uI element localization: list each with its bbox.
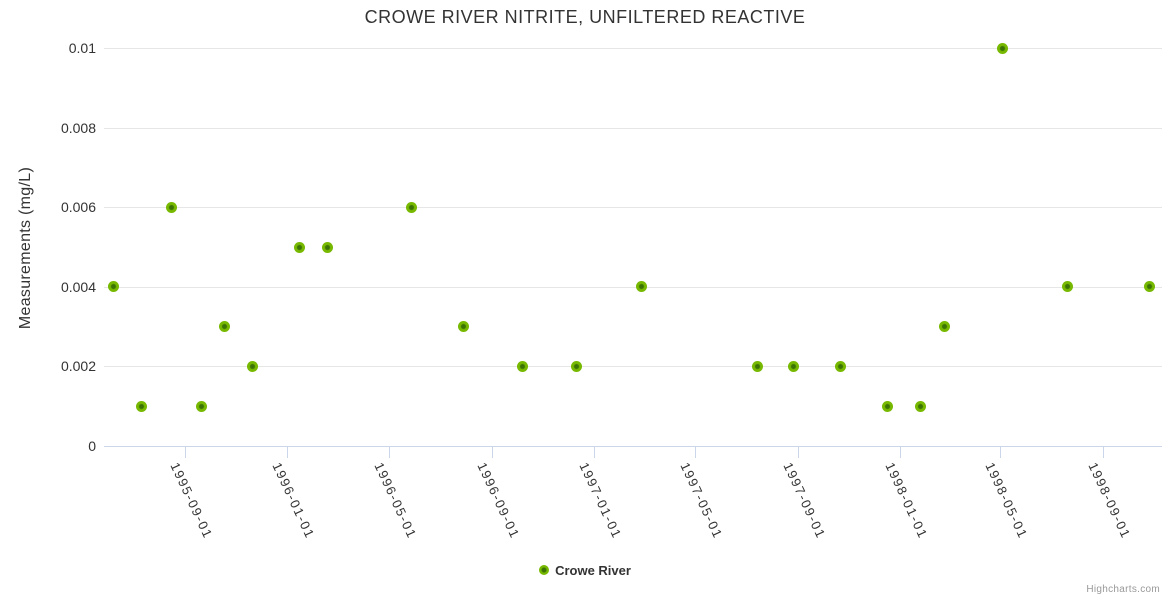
x-axis-tick-label: 1997-09-01: [780, 460, 829, 542]
chart-title: CROWE RIVER NITRITE, UNFILTERED REACTIVE: [364, 7, 806, 27]
x-axis-tick: [594, 447, 595, 458]
x-axis-tick-label: 1996-09-01: [474, 460, 523, 542]
data-point[interactable]: [322, 242, 333, 253]
data-point[interactable]: [752, 361, 763, 372]
x-axis-tick-label: 1998-09-01: [1085, 460, 1134, 542]
x-axis-tick-label: 1996-01-01: [269, 460, 318, 542]
y-gridline: [104, 207, 1162, 208]
data-point[interactable]: [517, 361, 528, 372]
y-gridline: [104, 366, 1162, 367]
data-point[interactable]: [636, 281, 647, 292]
data-point[interactable]: [1144, 281, 1155, 292]
x-axis-tick-label: 1995-09-01: [167, 460, 216, 542]
x-axis-tick-label: 1997-05-01: [677, 460, 726, 542]
y-axis-tick-label: 0.004: [60, 279, 96, 295]
y-gridline: [104, 287, 1162, 288]
y-axis-tick-label: 0.006: [60, 199, 96, 215]
x-axis-tick: [492, 447, 493, 458]
legend[interactable]: Crowe River: [0, 561, 1170, 579]
x-axis-tick-label: 1997-01-01: [576, 460, 625, 542]
y-axis-tick-label: 0: [88, 438, 96, 454]
x-axis-tick: [1103, 447, 1104, 458]
x-axis-tick: [287, 447, 288, 458]
y-axis-tick-label: 0.002: [60, 358, 96, 374]
y-gridline: [104, 48, 1162, 49]
data-point[interactable]: [835, 361, 846, 372]
y-gridline: [104, 128, 1162, 129]
data-point[interactable]: [219, 321, 230, 332]
x-axis-tick-label: 1998-05-01: [982, 460, 1031, 542]
x-axis-tick: [185, 447, 186, 458]
data-point[interactable]: [939, 321, 950, 332]
data-point[interactable]: [1062, 281, 1073, 292]
data-point[interactable]: [294, 242, 305, 253]
data-point[interactable]: [997, 43, 1008, 54]
data-point[interactable]: [882, 401, 893, 412]
x-axis-tick: [798, 447, 799, 458]
x-axis-tick: [389, 447, 390, 458]
legend-series-label: Crowe River: [555, 562, 631, 578]
data-point[interactable]: [166, 202, 177, 213]
data-point[interactable]: [406, 202, 417, 213]
data-point[interactable]: [788, 361, 799, 372]
y-axis-tick-label: 0.01: [68, 40, 96, 56]
highcharts-credit-link[interactable]: Highcharts.com: [1086, 584, 1160, 595]
data-point[interactable]: [136, 401, 147, 412]
y-axis-tick-label: 0.008: [60, 120, 96, 136]
x-axis-tick-label: 1998-01-01: [882, 460, 931, 542]
x-axis-line: [104, 446, 1162, 447]
data-point[interactable]: [458, 321, 469, 332]
data-point[interactable]: [108, 281, 119, 292]
x-axis-tick: [695, 447, 696, 458]
x-axis-tick: [900, 447, 901, 458]
data-point[interactable]: [571, 361, 582, 372]
data-point[interactable]: [247, 361, 258, 372]
x-axis-tick: [1000, 447, 1001, 458]
data-point[interactable]: [196, 401, 207, 412]
x-axis-tick-label: 1996-05-01: [371, 460, 420, 542]
legend-marker-icon: [539, 565, 550, 575]
data-point[interactable]: [915, 401, 926, 412]
